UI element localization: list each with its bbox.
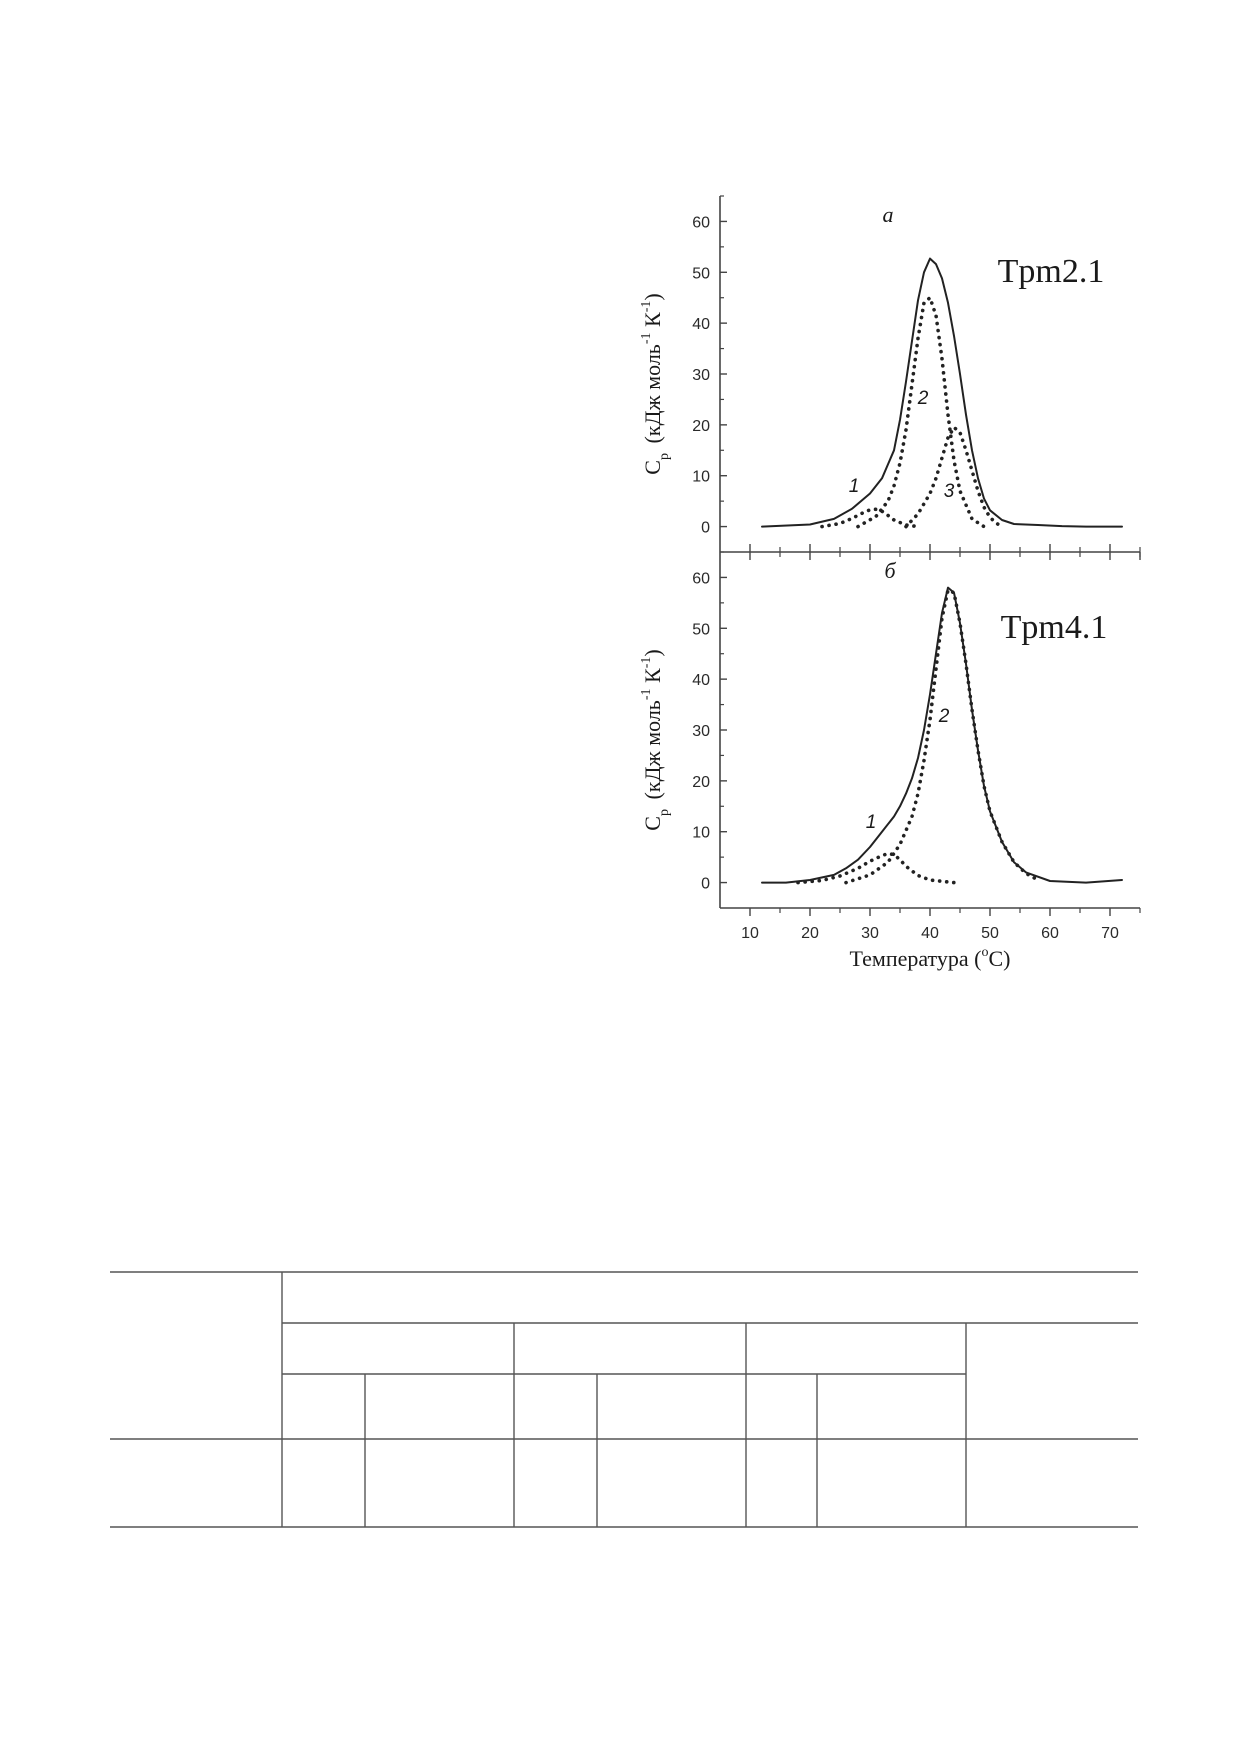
y-tick-label: 40	[692, 672, 710, 689]
y-label-main: C	[640, 816, 665, 831]
y-tick-label: 40	[692, 316, 710, 333]
y-label-sup: -1	[639, 301, 654, 313]
x-label-main: Температура (	[850, 946, 982, 971]
y-tick-label: 10	[692, 469, 710, 486]
y-label-sub: p	[657, 809, 672, 816]
x-tick-label: 50	[981, 925, 999, 942]
panel-letter: б	[884, 558, 896, 583]
x-tick-label: 20	[801, 925, 819, 942]
x-tick-label: 40	[921, 925, 939, 942]
y-label-close: )	[640, 649, 665, 656]
x-tick-label: 60	[1041, 925, 1059, 942]
y-label-sub: p	[657, 453, 672, 460]
y-tick-label: 30	[692, 367, 710, 384]
protein-label: Tpm4.1	[1001, 609, 1108, 646]
y-label-close: )	[640, 293, 665, 300]
y-tick-label: 20	[692, 774, 710, 791]
curve-label: 2	[917, 388, 929, 409]
component-curve-1	[796, 851, 956, 885]
y-tick-label: 30	[692, 723, 710, 740]
x-label-sup: o	[981, 945, 988, 960]
y-tick-label: 0	[701, 876, 710, 893]
curve-label: 3	[944, 481, 955, 502]
x-axis-label: Температура (oC)	[850, 945, 1011, 971]
y-label-k: К	[640, 668, 665, 689]
x-label-end: C)	[988, 946, 1010, 971]
y-tick-label: 20	[692, 418, 710, 435]
curve-label: 1	[866, 812, 877, 833]
x-tick-label: 70	[1101, 925, 1119, 942]
measured-curve	[761, 257, 1123, 528]
y-label-k: К	[640, 312, 665, 333]
y-tick-label: 60	[692, 570, 710, 587]
y-tick-label: 50	[692, 265, 710, 282]
component-curve-2	[856, 295, 986, 529]
y-axis-label: Cp (кДж моль-1 К-1)	[639, 649, 672, 830]
component-curve-2	[844, 588, 1040, 885]
protein-label: Tpm2.1	[998, 253, 1105, 290]
y-label-sup: -1	[639, 332, 654, 344]
y-tick-label: 10	[692, 825, 710, 842]
curve-label: 2	[938, 706, 950, 727]
y-tick-label: 0	[701, 520, 710, 537]
y-label-sup: -1	[639, 688, 654, 700]
panel-b: 0 10 20 30 40 50 60 10 20 30 40 50 60 70 б Tpm4.1 1 2 Cp (…	[639, 551, 1141, 971]
curve-label: 1	[849, 476, 860, 497]
x-tick-label: 10	[741, 925, 759, 942]
y-label-sup: -1	[639, 657, 654, 669]
y-label-main: C	[640, 460, 665, 475]
x-tick-label: 30	[861, 925, 879, 942]
component-curve-3	[904, 425, 1004, 529]
y-label-units: (кДж моль	[640, 344, 665, 449]
component-curve-1	[820, 507, 920, 529]
y-label-units: (кДж моль	[640, 700, 665, 805]
y-tick-label: 50	[692, 621, 710, 638]
y-axis-label: Cp (кДж моль-1 К-1)	[639, 293, 672, 474]
panel-letter: а	[883, 202, 894, 227]
y-tick-label: 60	[692, 214, 710, 231]
